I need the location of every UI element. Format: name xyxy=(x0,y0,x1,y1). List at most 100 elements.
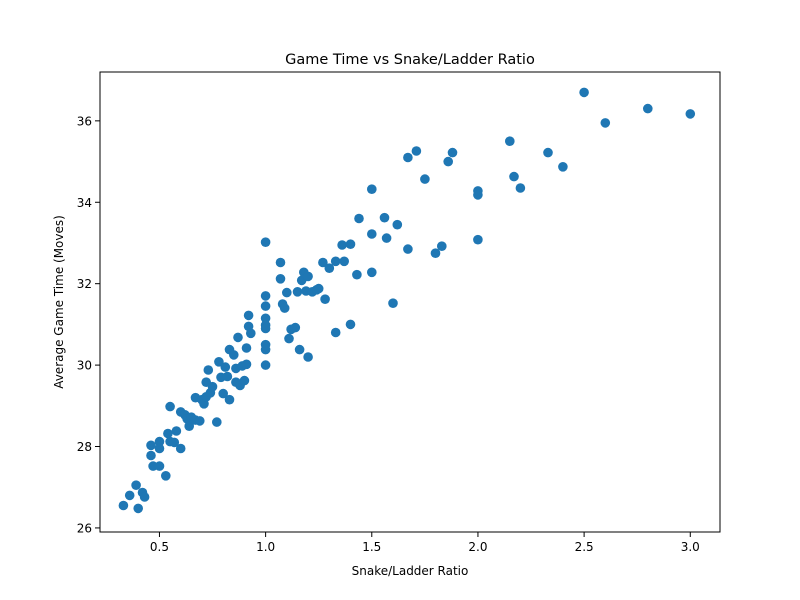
data-point xyxy=(403,152,413,163)
data-point xyxy=(354,213,364,224)
plot-points xyxy=(118,87,696,514)
data-point xyxy=(345,319,356,330)
data-point xyxy=(392,219,403,230)
data-point xyxy=(260,323,271,334)
data-point xyxy=(146,440,156,451)
y-axis-label: Average Game Time (Moves) xyxy=(52,215,66,389)
data-point xyxy=(303,352,313,362)
data-point xyxy=(411,146,422,156)
y-tick-label: 26 xyxy=(77,521,92,535)
data-point xyxy=(131,480,141,491)
y-tick-label: 28 xyxy=(77,440,92,454)
data-point xyxy=(260,237,271,247)
data-point xyxy=(643,103,653,114)
data-point xyxy=(260,301,271,311)
data-point xyxy=(505,136,515,146)
x-tick-label: 2.0 xyxy=(468,540,487,554)
data-point xyxy=(324,263,335,274)
data-point xyxy=(367,184,377,194)
data-point xyxy=(220,362,231,372)
y-tick-label: 32 xyxy=(77,277,92,291)
data-point xyxy=(260,344,271,355)
data-point xyxy=(154,436,165,447)
data-point xyxy=(195,416,205,426)
data-point xyxy=(543,147,553,158)
y-tick-label: 30 xyxy=(77,359,92,373)
data-point xyxy=(118,500,129,511)
data-point xyxy=(246,328,256,339)
data-point xyxy=(600,118,611,128)
data-point xyxy=(133,503,143,514)
data-point xyxy=(124,490,135,501)
data-point xyxy=(318,257,328,268)
data-point xyxy=(175,443,186,454)
data-point xyxy=(243,310,254,321)
data-point xyxy=(403,244,413,254)
data-point xyxy=(260,360,271,370)
data-point xyxy=(233,332,243,343)
data-point xyxy=(279,303,290,313)
data-point xyxy=(381,233,392,243)
x-axis-label: Snake/Ladder Ratio xyxy=(352,564,469,578)
data-point xyxy=(379,212,390,223)
data-point xyxy=(420,174,430,184)
data-point xyxy=(139,492,150,502)
data-point xyxy=(163,428,173,439)
data-point xyxy=(284,333,294,344)
data-point xyxy=(367,229,377,239)
data-point xyxy=(388,298,398,309)
data-point xyxy=(294,344,305,355)
data-point xyxy=(165,401,175,412)
data-point xyxy=(212,417,222,427)
data-point xyxy=(437,241,447,251)
data-point xyxy=(320,294,330,305)
data-point xyxy=(161,471,171,481)
x-tick-label: 0.5 xyxy=(150,540,169,554)
x-tick-label: 3.0 xyxy=(681,540,700,554)
data-point xyxy=(171,426,182,436)
data-point xyxy=(447,147,458,158)
y-tick-label: 34 xyxy=(77,196,92,210)
data-point xyxy=(184,421,194,432)
data-point xyxy=(430,248,441,258)
data-point xyxy=(558,162,568,172)
data-point xyxy=(473,234,483,245)
data-point xyxy=(260,291,271,301)
data-point xyxy=(330,327,341,338)
plot-area-frame xyxy=(99,71,721,533)
data-point xyxy=(282,287,292,298)
data-point xyxy=(290,322,301,333)
data-point xyxy=(330,256,341,267)
data-point xyxy=(222,371,233,382)
data-point xyxy=(241,343,252,353)
data-point xyxy=(337,240,347,250)
data-point xyxy=(292,287,303,297)
data-point xyxy=(352,269,362,280)
data-point xyxy=(203,365,214,375)
data-point xyxy=(275,274,286,284)
data-point xyxy=(579,87,589,98)
data-point xyxy=(154,443,165,454)
data-point xyxy=(169,437,180,448)
data-point xyxy=(241,359,252,370)
data-point xyxy=(303,271,313,282)
data-point xyxy=(214,357,224,367)
data-point xyxy=(345,239,356,249)
data-point xyxy=(207,381,218,392)
x-tick-label: 1.5 xyxy=(362,540,381,554)
data-point xyxy=(154,461,165,471)
data-point xyxy=(260,313,271,324)
data-point xyxy=(313,283,324,294)
data-point xyxy=(339,256,350,267)
data-point xyxy=(275,257,286,268)
y-tick-label: 36 xyxy=(77,114,92,128)
chart-title: Game Time vs Snake/Ladder Ratio xyxy=(285,52,535,68)
y-axis-ticks: 26 28 30 32 34 36 xyxy=(77,114,100,535)
data-point xyxy=(367,267,377,278)
data-point xyxy=(509,171,519,182)
data-point xyxy=(146,450,156,461)
data-point xyxy=(218,388,228,399)
data-point xyxy=(443,156,454,167)
